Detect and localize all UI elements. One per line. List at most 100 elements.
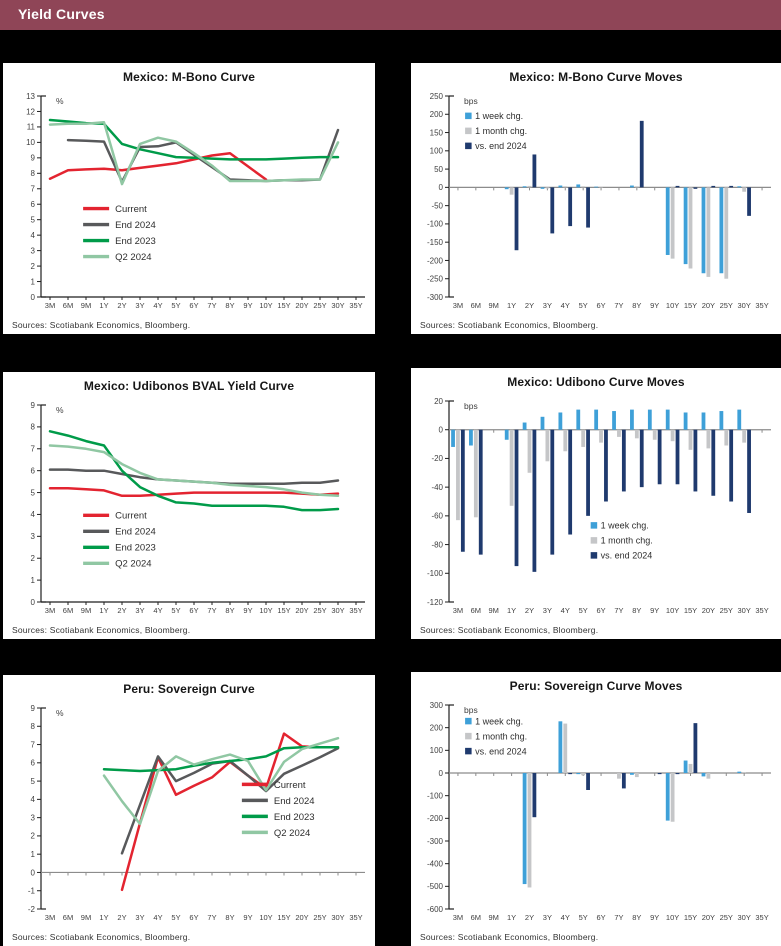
svg-text:25Y: 25Y [720, 301, 733, 310]
series-end-2023 [102, 746, 340, 773]
svg-text:15Y: 15Y [684, 606, 697, 615]
svg-text:25Y: 25Y [720, 913, 733, 922]
svg-text:8: 8 [31, 722, 36, 731]
svg-text:9: 9 [31, 401, 36, 410]
series-1-month-chg- [527, 723, 747, 888]
svg-text:3M: 3M [45, 301, 55, 310]
svg-text:Q2 2024: Q2 2024 [115, 252, 151, 263]
svg-text:1 week chg.: 1 week chg. [475, 716, 523, 726]
svg-text:6M: 6M [471, 301, 481, 310]
svg-text:1Y: 1Y [99, 913, 108, 922]
chart-title: Mexico: Udibono Curve Moves [507, 375, 685, 389]
svg-text:20Y: 20Y [295, 913, 308, 922]
svg-text:9M: 9M [81, 913, 91, 922]
svg-text:7: 7 [31, 445, 36, 454]
svg-text:6M: 6M [471, 606, 481, 615]
svg-text:5Y: 5Y [171, 606, 180, 615]
svg-text:2: 2 [31, 554, 36, 563]
svg-text:bps: bps [464, 96, 478, 106]
x-axis: 3M 6M 9M 1Y 2Y 3Y 4Y 5Y 6Y 7Y 8Y 9Y 10Y 15Y 20Y 25Y 30Y 3… [449, 186, 771, 310]
svg-text:3M: 3M [453, 913, 463, 922]
svg-text:6Y: 6Y [596, 913, 605, 922]
svg-text:-150: -150 [427, 238, 444, 247]
svg-text:9M: 9M [81, 606, 91, 615]
svg-text:300: 300 [430, 701, 444, 710]
udibono-moves-plot: -120 -100 -80 -60 -40 -20 0 20 bps 3M 6M 9M 1Y 2Y 3Y 4Y… [427, 397, 771, 615]
svg-text:10Y: 10Y [259, 913, 272, 922]
svg-text:9: 9 [31, 704, 36, 713]
svg-text:End 2024: End 2024 [274, 796, 315, 807]
svg-text:7: 7 [31, 740, 36, 749]
svg-text:15Y: 15Y [277, 913, 290, 922]
chart-title: Mexico: M-Bono Curve [122, 70, 255, 84]
svg-text:8Y: 8Y [632, 301, 641, 310]
svg-text:200: 200 [430, 723, 444, 732]
svg-text:-100: -100 [427, 569, 444, 578]
series-current [48, 151, 268, 181]
svg-text:1Y: 1Y [507, 913, 516, 922]
svg-text:3M: 3M [45, 913, 55, 922]
svg-text:2Y: 2Y [525, 301, 534, 310]
svg-text:35Y: 35Y [755, 606, 768, 615]
series-end-2023 [48, 430, 340, 512]
svg-text:6M: 6M [63, 913, 73, 922]
page-title: Yield Curves [18, 6, 105, 22]
sources-note: Sources: Scotiabank Economics, Bloomberg… [12, 625, 191, 635]
svg-text:9Y: 9Y [650, 606, 659, 615]
svg-text:2Y: 2Y [525, 913, 534, 922]
svg-text:8: 8 [31, 169, 36, 178]
svg-text:6Y: 6Y [596, 606, 605, 615]
legend: Current End 2024 End 2023 Q2 2024 [241, 780, 315, 839]
series-vs-end-2024 [532, 723, 698, 818]
svg-text:20Y: 20Y [295, 301, 308, 310]
svg-text:1: 1 [31, 576, 36, 585]
x-axis: 3M 6M 9M 1Y 2Y 3Y 4Y 5Y 6Y 7Y 8Y 9Y 10Y 15Y 20Y 25Y 30Y 3… [449, 429, 771, 615]
mbono-moves-plot: -300 -250 -200 -150 -100 -50 0 50 100 150 200 250 bp… [427, 92, 771, 310]
udibonos-curve-plot: 0 1 2 3 4 5 6 7 8 9 % 3M 6M 9M 1Y 2Y 3Y 4Y 5Y 6Y 7Y 8Y 9Y 10Y 15… [31, 401, 365, 615]
svg-text:6M: 6M [63, 606, 73, 615]
svg-text:11: 11 [27, 123, 36, 132]
svg-text:8Y: 8Y [225, 301, 234, 310]
svg-text:6M: 6M [63, 301, 73, 310]
svg-text:Q2 2024: Q2 2024 [115, 559, 151, 570]
svg-text:1 week chg.: 1 week chg. [475, 111, 523, 121]
svg-text:0: 0 [439, 183, 444, 192]
svg-text:9Y: 9Y [243, 301, 252, 310]
svg-text:vs. end 2024: vs. end 2024 [475, 141, 527, 151]
legend: 1 week chg. 1 month chg. vs. end 2024 [590, 521, 653, 561]
svg-text:7Y: 7Y [614, 913, 623, 922]
sources-note: Sources: Scotiabank Economics, Bloomberg… [420, 320, 599, 330]
svg-text:10Y: 10Y [666, 301, 679, 310]
svg-text:4Y: 4Y [153, 913, 162, 922]
svg-text:35Y: 35Y [755, 913, 768, 922]
svg-text:5: 5 [31, 777, 36, 786]
svg-text:Q2 2024: Q2 2024 [274, 828, 310, 839]
svg-text:3Y: 3Y [543, 913, 552, 922]
svg-text:-40: -40 [431, 483, 443, 492]
sources-note: Sources: Scotiabank Economics, Bloomberg… [12, 320, 191, 330]
svg-text:9: 9 [31, 154, 36, 163]
legend: 1 week chg. 1 month chg. vs. end 2024 [465, 716, 527, 756]
series-1-month-chg- [456, 429, 747, 521]
svg-text:8: 8 [31, 423, 36, 432]
series-q2-2024 [102, 736, 340, 826]
sources-note: Sources: Scotiabank Economics, Bloomberg… [12, 932, 191, 942]
svg-text:%: % [56, 708, 64, 718]
svg-text:15Y: 15Y [277, 301, 290, 310]
svg-text:3Y: 3Y [135, 301, 144, 310]
svg-text:25Y: 25Y [313, 913, 326, 922]
svg-text:200: 200 [430, 110, 444, 119]
svg-text:35Y: 35Y [349, 606, 362, 615]
svg-text:9Y: 9Y [650, 913, 659, 922]
svg-text:30Y: 30Y [331, 913, 344, 922]
chart-card-udibonos-curve: Mexico: Udibonos BVAL Yield Curve 0 1 2 3 4 5… [3, 372, 375, 639]
x-axis: 3M 6M 9M 1Y 2Y 3Y 4Y 5Y 6Y 7Y 8Y 9Y 10Y 15Y 20Y 25Y 30Y 3… [41, 871, 365, 922]
svg-text:-300: -300 [427, 837, 444, 846]
series-q2-2024 [48, 121, 340, 186]
x-axis: 3M 6M 9M 1Y 2Y 3Y 4Y 5Y 6Y 7Y 8Y 9Y 10Y 15Y 20Y 25Y 30Y 3… [449, 772, 771, 922]
svg-text:30Y: 30Y [737, 913, 750, 922]
y-axis: -120 -100 -80 -60 -40 -20 0 20 bps [427, 397, 478, 607]
svg-text:6Y: 6Y [189, 606, 198, 615]
svg-text:bps: bps [464, 705, 478, 715]
svg-text:4Y: 4Y [153, 606, 162, 615]
